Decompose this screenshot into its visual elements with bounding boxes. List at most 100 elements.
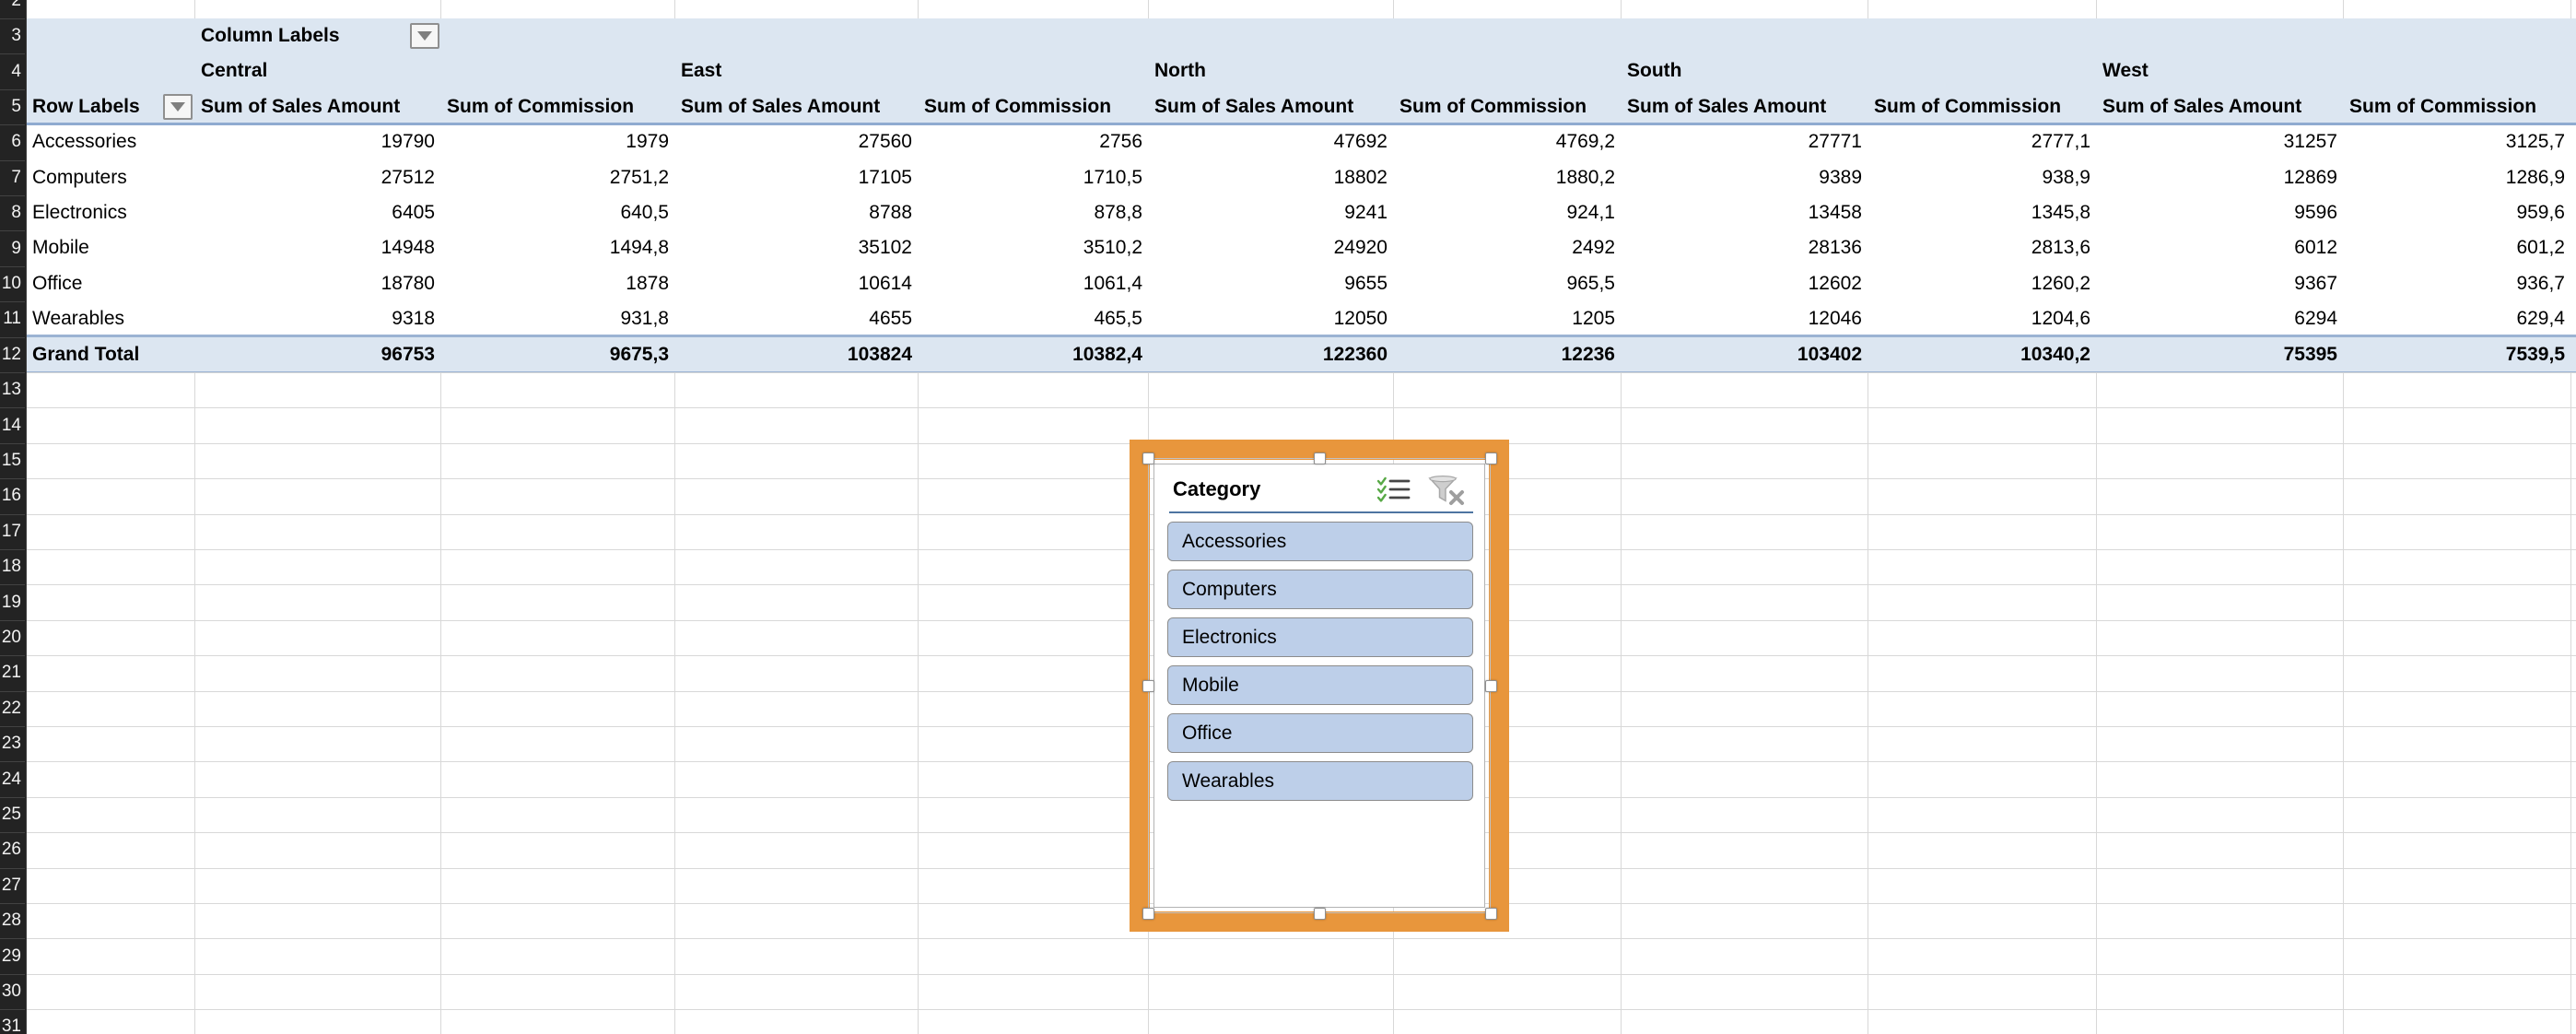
grand-total-value[interactable]: 103824 (709, 337, 918, 372)
value-cell[interactable]: 4655 (709, 301, 918, 336)
clear-filter-icon[interactable] (1427, 476, 1464, 505)
slicer-item-mobile[interactable]: Mobile (1167, 665, 1473, 705)
slicer-item-accessories[interactable]: Accessories (1167, 522, 1473, 561)
value-cell[interactable]: 924,1 (1412, 195, 1621, 230)
row-header[interactable]: 17 (0, 514, 25, 550)
value-cell[interactable]: 2777,1 (1888, 124, 2096, 159)
row-label[interactable]: Wearables (32, 301, 124, 336)
row-header[interactable]: 8 (0, 195, 25, 231)
grand-total-value[interactable]: 10340,2 (1888, 337, 2096, 372)
grand-total-value[interactable]: 96753 (232, 337, 440, 372)
value-cell[interactable]: 1878 (466, 266, 674, 301)
multi-select-icon[interactable] (1377, 476, 1414, 505)
value-cell[interactable]: 47692 (1185, 124, 1393, 159)
measure-header[interactable]: Sum of Commission (1399, 89, 1587, 124)
region-header[interactable]: North (1154, 53, 1206, 88)
row-header[interactable]: 19 (0, 584, 25, 620)
row-header[interactable]: 27 (0, 868, 25, 904)
row-header[interactable]: 3 (0, 18, 25, 54)
value-cell[interactable]: 24920 (1185, 230, 1393, 265)
value-cell[interactable]: 1286,9 (2362, 160, 2570, 195)
value-cell[interactable]: 12869 (2135, 160, 2343, 195)
value-cell[interactable]: 965,5 (1412, 266, 1621, 301)
grand-total-value[interactable]: 12236 (1412, 337, 1621, 372)
measure-header[interactable]: Sum of Commission (447, 89, 634, 124)
row-header[interactable]: 13 (0, 372, 25, 408)
row-header[interactable]: 31 (0, 1009, 25, 1034)
slicer-item-electronics[interactable]: Electronics (1167, 617, 1473, 657)
grand-total-value[interactable]: 75395 (2135, 337, 2343, 372)
slicer-resize-handle[interactable] (1485, 452, 1497, 464)
grand-total-label[interactable]: Grand Total (32, 337, 139, 372)
value-cell[interactable]: 1494,8 (466, 230, 674, 265)
value-cell[interactable]: 640,5 (466, 195, 674, 230)
row-header[interactable]: 4 (0, 53, 25, 89)
grand-total-value[interactable]: 103402 (1659, 337, 1868, 372)
row-header[interactable]: 5 (0, 89, 25, 125)
row-label[interactable]: Mobile (32, 230, 89, 265)
value-cell[interactable]: 4769,2 (1412, 124, 1621, 159)
measure-header[interactable]: Sum of Commission (924, 89, 1111, 124)
grand-total-value[interactable]: 122360 (1185, 337, 1393, 372)
row-header[interactable]: 18 (0, 549, 25, 585)
value-cell[interactable]: 6012 (2135, 230, 2343, 265)
value-cell[interactable]: 19790 (232, 124, 440, 159)
slicer-resize-handle[interactable] (1142, 452, 1154, 464)
value-cell[interactable]: 9389 (1659, 160, 1868, 195)
value-cell[interactable]: 12050 (1185, 301, 1393, 336)
value-cell[interactable]: 931,8 (466, 301, 674, 336)
value-cell[interactable]: 8788 (709, 195, 918, 230)
row-labels-cell[interactable]: Row Labels (32, 89, 140, 124)
value-cell[interactable]: 1260,2 (1888, 266, 2096, 301)
column-labels-cell[interactable]: Column Labels (201, 18, 340, 53)
row-header[interactable]: 2 (0, 0, 25, 19)
measure-header[interactable]: Sum of Sales Amount (2102, 89, 2301, 124)
value-cell[interactable]: 12046 (1659, 301, 1868, 336)
value-cell[interactable]: 1205 (1412, 301, 1621, 336)
value-cell[interactable]: 601,2 (2362, 230, 2570, 265)
value-cell[interactable]: 13458 (1659, 195, 1868, 230)
slicer-item-wearables[interactable]: Wearables (1167, 761, 1473, 801)
row-header[interactable]: 16 (0, 478, 25, 514)
value-cell[interactable]: 1710,5 (940, 160, 1148, 195)
value-cell[interactable]: 9318 (232, 301, 440, 336)
row-label[interactable]: Computers (32, 160, 127, 195)
value-cell[interactable]: 2492 (1412, 230, 1621, 265)
row-header[interactable]: 22 (0, 691, 25, 727)
value-cell[interactable]: 936,7 (2362, 266, 2570, 301)
value-cell[interactable]: 18802 (1185, 160, 1393, 195)
slicer-resize-handle[interactable] (1485, 908, 1497, 920)
value-cell[interactable]: 2751,2 (466, 160, 674, 195)
value-cell[interactable]: 629,4 (2362, 301, 2570, 336)
row-label[interactable]: Accessories (32, 124, 136, 159)
region-header[interactable]: South (1627, 53, 1681, 88)
row-header[interactable]: 28 (0, 903, 25, 939)
value-cell[interactable]: 35102 (709, 230, 918, 265)
value-cell[interactable]: 27771 (1659, 124, 1868, 159)
value-cell[interactable]: 14948 (232, 230, 440, 265)
value-cell[interactable]: 1061,4 (940, 266, 1148, 301)
value-cell[interactable]: 10614 (709, 266, 918, 301)
value-cell[interactable]: 17105 (709, 160, 918, 195)
measure-header[interactable]: Sum of Sales Amount (1627, 89, 1826, 124)
row-label[interactable]: Electronics (32, 195, 127, 230)
value-cell[interactable]: 938,9 (1888, 160, 2096, 195)
value-cell[interactable]: 3125,7 (2362, 124, 2570, 159)
slicer-item-computers[interactable]: Computers (1167, 570, 1473, 609)
slicer-resize-handle[interactable] (1142, 680, 1154, 692)
value-cell[interactable]: 2813,6 (1888, 230, 2096, 265)
row-header[interactable]: 14 (0, 407, 25, 443)
region-header[interactable]: East (681, 53, 721, 88)
slicer-resize-handle[interactable] (1314, 908, 1326, 920)
value-cell[interactable]: 9596 (2135, 195, 2343, 230)
row-header[interactable]: 30 (0, 974, 25, 1010)
value-cell[interactable]: 27512 (232, 160, 440, 195)
value-cell[interactable]: 1345,8 (1888, 195, 2096, 230)
value-cell[interactable]: 9241 (1185, 195, 1393, 230)
category-slicer[interactable]: Category AccessoriesComputersElectroni (1153, 464, 1485, 908)
measure-header[interactable]: Sum of Sales Amount (1154, 89, 1353, 124)
row-header[interactable]: 21 (0, 655, 25, 691)
row-labels-filter-button[interactable] (163, 94, 193, 120)
row-header[interactable]: 15 (0, 443, 25, 479)
row-header[interactable]: 23 (0, 726, 25, 762)
